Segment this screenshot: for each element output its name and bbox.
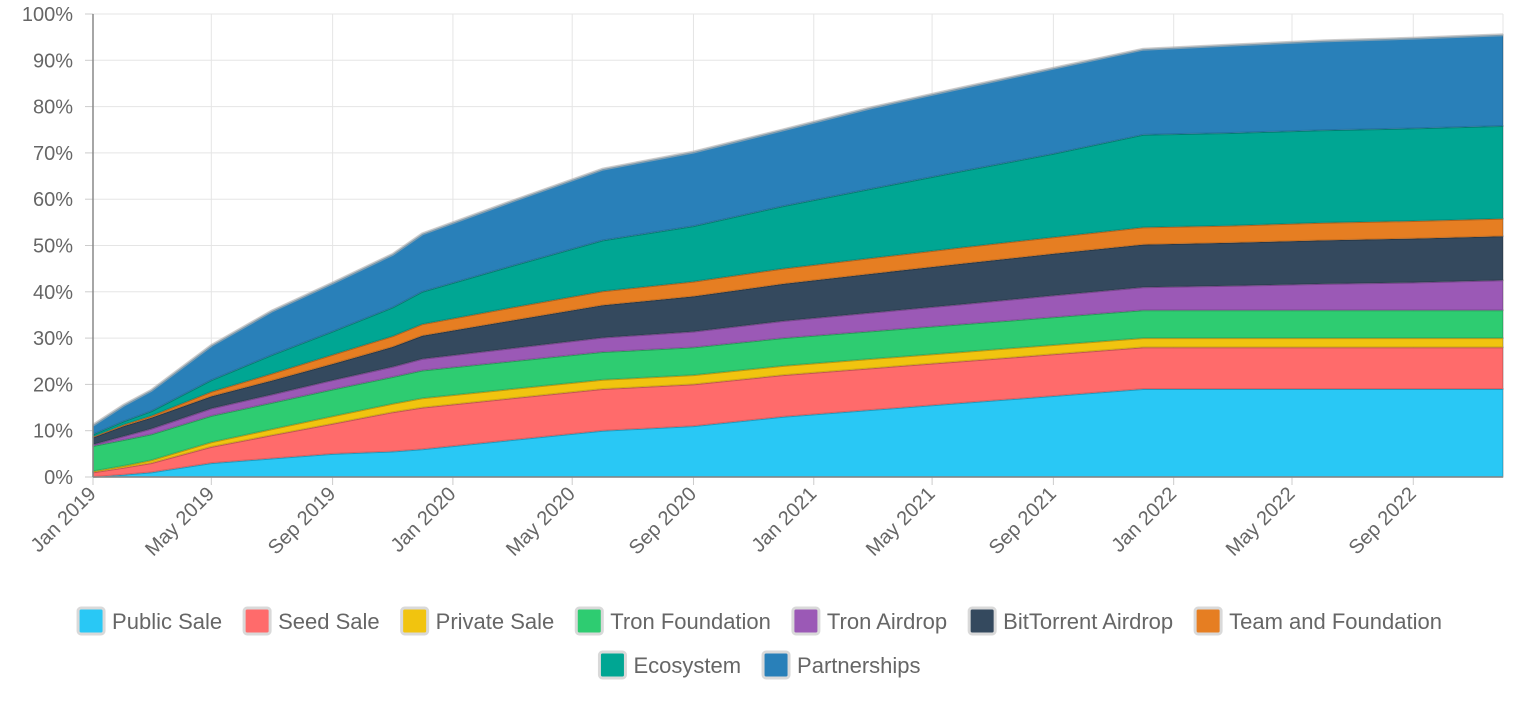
x-tick-label: Jan 2021	[748, 483, 822, 557]
x-tick-label: May 2020	[502, 483, 580, 561]
legend-swatch	[597, 650, 627, 680]
x-tick-label: Jan 2019	[27, 483, 101, 557]
legend-swatch	[76, 606, 106, 636]
legend-item-ecosystem[interactable]: Ecosystem	[597, 650, 741, 680]
legend-label: BitTorrent Airdrop	[1003, 609, 1173, 634]
legend-item-seed-sale[interactable]: Seed Sale	[242, 606, 380, 636]
x-tick-label: May 2021	[862, 483, 940, 561]
legend-item-private-sale[interactable]: Private Sale	[400, 606, 555, 636]
legend-item-team-and-foundation[interactable]: Team and Foundation	[1193, 606, 1442, 636]
y-tick-label: 60%	[33, 189, 73, 211]
x-tick-label: May 2022	[1222, 483, 1300, 561]
legend-label: Public Sale	[112, 609, 222, 634]
x-tick-label: May 2019	[141, 483, 219, 561]
legend-label: Seed Sale	[278, 609, 380, 634]
legend-label: Team and Foundation	[1229, 609, 1442, 634]
area-bittorrent-airdrop	[92, 235, 1504, 446]
legend-item-tron-airdrop[interactable]: Tron Airdrop	[791, 606, 947, 636]
legend-item-partnerships[interactable]: Partnerships	[761, 650, 921, 680]
legend-label: Ecosystem	[633, 653, 741, 678]
x-tick-label: Sep 2019	[264, 483, 340, 559]
legend-item-tron-foundation[interactable]: Tron Foundation	[574, 606, 771, 636]
stack-outline	[92, 33, 1504, 427]
y-tick-label: 40%	[33, 282, 73, 304]
legend-label: Tron Airdrop	[827, 609, 947, 634]
y-tick-label: 90%	[33, 50, 73, 72]
legend-swatch	[400, 606, 430, 636]
legend-swatch	[242, 606, 272, 636]
y-tick-label: 20%	[33, 374, 73, 396]
x-tick-label: Jan 2020	[387, 483, 461, 557]
y-tick-label: 50%	[33, 236, 73, 258]
legend: Public Sale Seed Sale Private Sale Tron Fou…	[76, 606, 1442, 680]
area-private-sale	[92, 337, 1504, 474]
y-tick-label: 100%	[22, 4, 73, 26]
x-tick-label: Sep 2020	[625, 483, 701, 559]
legend-label: Partnerships	[797, 653, 921, 678]
legend-item-bittorrent-airdrop[interactable]: BitTorrent Airdrop	[967, 606, 1173, 636]
legend-label: Tron Foundation	[610, 609, 771, 634]
legend-swatch	[967, 606, 997, 636]
x-tick-label: Sep 2021	[985, 483, 1061, 559]
y-tick-label: 0%	[44, 467, 73, 489]
y-tick-label: 80%	[33, 97, 73, 119]
x-tick-label: Jan 2022	[1107, 483, 1181, 557]
legend-label: Private Sale	[436, 609, 555, 634]
legend-swatch	[791, 606, 821, 636]
area-series	[92, 33, 1504, 478]
y-tick-label: 70%	[33, 143, 73, 165]
legend-swatch	[574, 606, 604, 636]
x-tick-label: Sep 2022	[1345, 483, 1421, 559]
legend-swatch	[761, 650, 791, 680]
legend-item-public-sale[interactable]: Public Sale	[76, 606, 222, 636]
legend-swatch	[1193, 606, 1223, 636]
y-tick-label: 10%	[33, 421, 73, 443]
y-tick-label: 30%	[33, 328, 73, 350]
